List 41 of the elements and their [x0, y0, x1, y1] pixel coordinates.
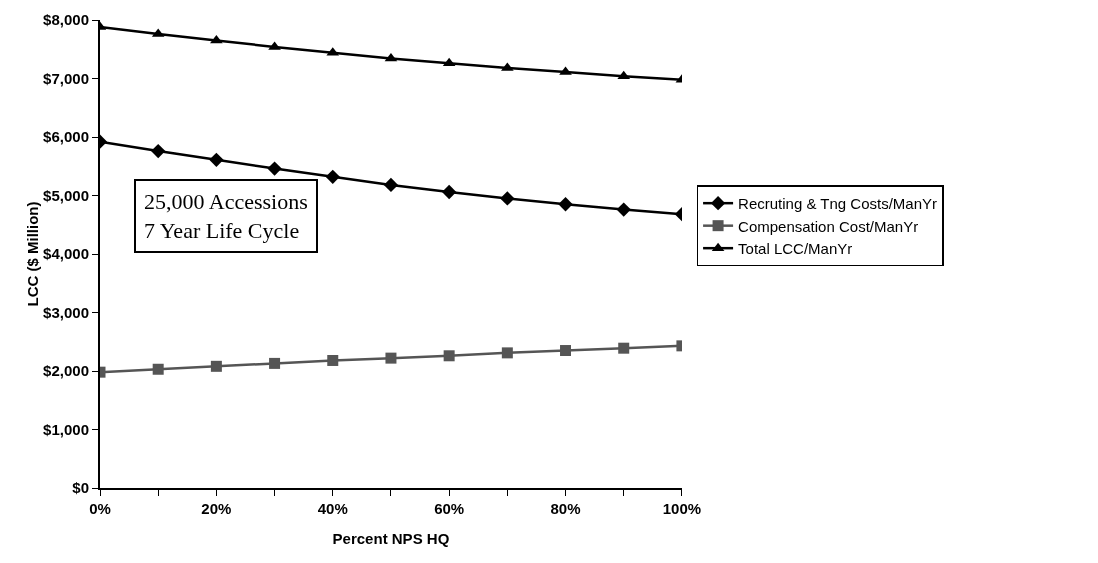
point — [442, 184, 457, 200]
x-tick-label: 60% — [434, 500, 465, 517]
point — [267, 161, 282, 176]
point — [325, 169, 340, 184]
x-tick-label: 100% — [662, 500, 702, 517]
y-tick-label: $4,000 — [43, 245, 89, 263]
point — [616, 202, 631, 217]
annotation: 25,000 Accessions 7 Year Life Cycle — [144, 189, 308, 243]
point — [500, 191, 515, 206]
x-tick-label: 0% — [89, 500, 111, 517]
y-tick-label: $1,000 — [43, 420, 89, 438]
point — [443, 350, 455, 362]
point — [152, 363, 164, 375]
y-tick-label: $8,000 — [43, 11, 89, 29]
point — [442, 57, 456, 67]
y-axis-title: LCC ($ Million) — [24, 201, 42, 307]
point — [558, 197, 573, 212]
legend-label: Compensation Cost/ManYr — [738, 217, 919, 235]
point — [210, 360, 222, 372]
x-tick-label: 80% — [550, 500, 581, 517]
legend-label: Recruting & Tng Costs/ManYr — [738, 195, 938, 213]
point — [618, 342, 630, 354]
point — [327, 354, 339, 366]
point — [501, 347, 513, 359]
x-axis-title: Percent NPS HQ — [332, 530, 450, 547]
y-tick-label: $2,000 — [43, 362, 89, 380]
y-tick-label: $6,000 — [43, 128, 89, 146]
y-tick-label: $0 — [72, 479, 89, 497]
point — [385, 352, 397, 364]
y-tick-label: $5,000 — [43, 186, 89, 204]
point — [269, 357, 281, 369]
point — [560, 345, 572, 357]
legend-label: Total LCC/ManYr — [738, 240, 853, 258]
y-tick-label: $3,000 — [43, 303, 89, 321]
point — [383, 177, 399, 193]
point — [151, 143, 166, 159]
point — [209, 152, 224, 167]
x-tick-label: 40% — [317, 500, 348, 517]
point — [210, 34, 223, 44]
y-tick-label: $7,000 — [43, 69, 89, 87]
x-tick-label: 20% — [201, 500, 232, 517]
